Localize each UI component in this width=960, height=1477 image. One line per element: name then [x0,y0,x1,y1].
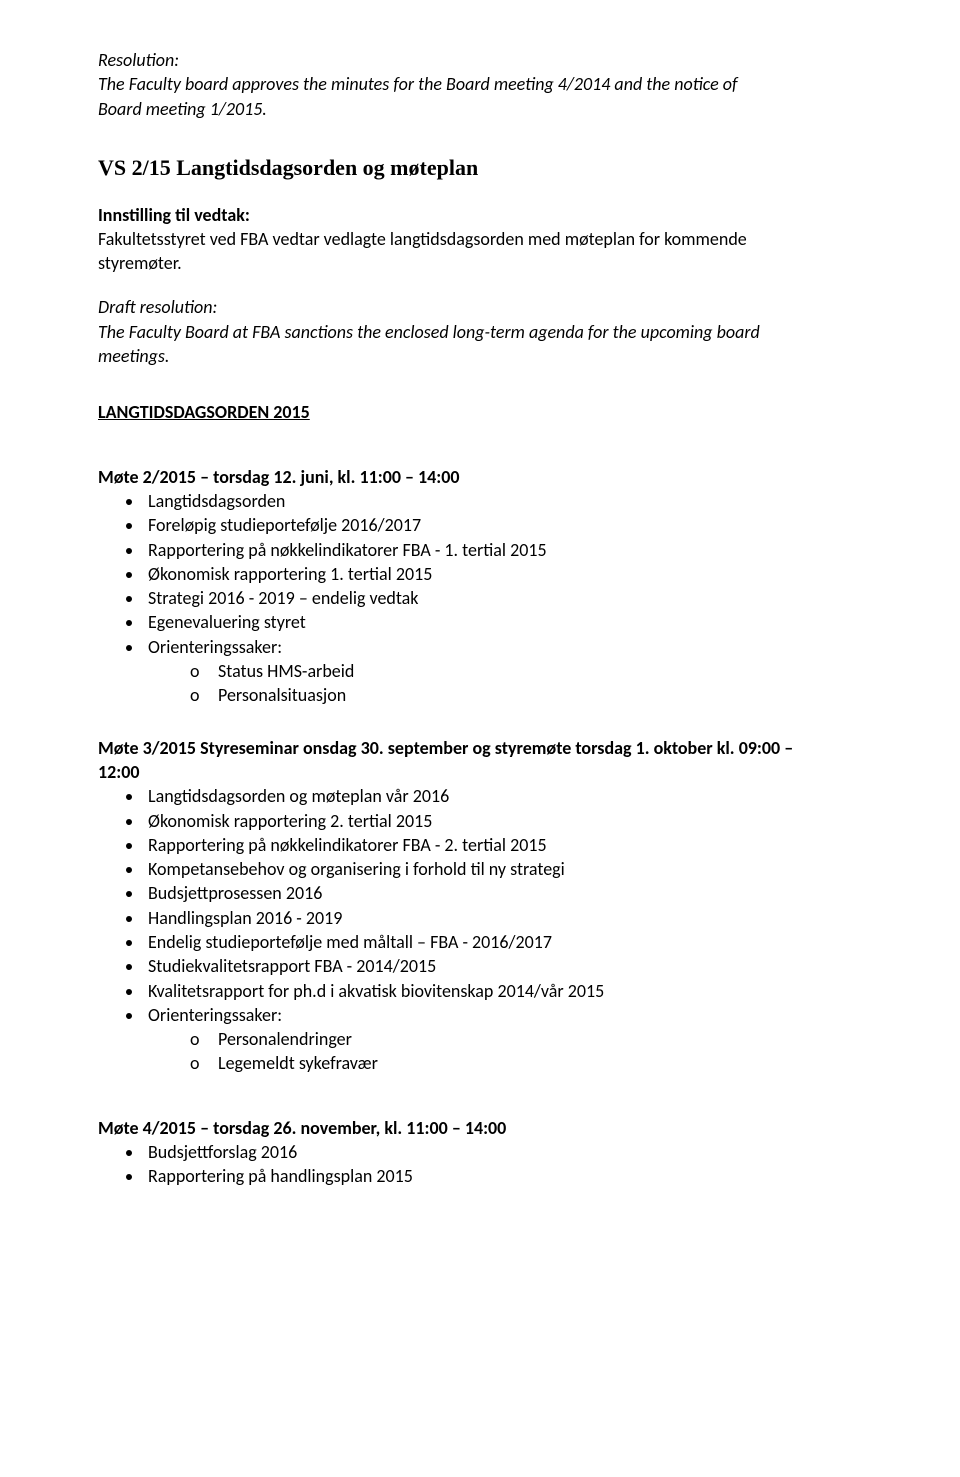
list-item: Kvalitetsrapport for ph.d i akvatisk bio… [144,979,862,1003]
meeting-3-heading-l2: 12:00 [98,760,862,784]
draft-heading: Draft resolution: [98,295,862,319]
draft-resolution-block: Draft resolution: The Faculty Board at F… [98,295,862,368]
list-item: Langtidsdagsorden og møteplan vår 2016 [144,784,862,808]
draft-line-2: meetings. [98,344,862,368]
circle-icon: o [190,1051,204,1075]
list-item: Økonomisk rapportering 2. tertial 2015 [144,809,862,833]
list-item: oPersonalendringer [190,1027,862,1051]
list-item: Rapportering på handlingsplan 2015 [144,1164,862,1188]
draft-line-1: The Faculty Board at FBA sanctions the e… [98,320,862,344]
meeting-2-sublist: oStatus HMS-arbeid oPersonalsituasjon [148,659,862,708]
list-item: Økonomisk rapportering 1. tertial 2015 [144,562,862,586]
innstilling-heading: Innstilling til vedtak: [98,203,862,227]
list-item: Foreløpig studieportefølje 2016/2017 [144,513,862,537]
list-item: oPersonalsituasjon [190,683,862,707]
innstilling-block: Innstilling til vedtak: Fakultetsstyret … [98,203,862,276]
agenda-title: LANGTIDSDAGSORDEN 2015 [98,400,862,424]
circle-icon: o [190,659,204,683]
list-item: Egenevaluering styret [144,610,862,634]
list-item: Kompetansebehov og organisering i forhol… [144,857,862,881]
list-item: Langtidsdagsorden [144,489,862,513]
resolution-line-2: Board meeting 1/2015. [98,97,862,121]
list-item: Rapportering på nøkkelindikatorer FBA - … [144,833,862,857]
list-item: oStatus HMS-arbeid [190,659,862,683]
meeting-3-list: Langtidsdagsorden og møteplan vår 2016 Ø… [98,784,862,1076]
meeting-2-list: Langtidsdagsorden Foreløpig studieportef… [98,489,862,708]
innstilling-line-2: styremøter. [98,251,862,275]
list-item: Budsjettforslag 2016 [144,1140,862,1164]
resolution-heading: Resolution: [98,48,862,72]
vs-title: VS 2/15 Langtidsdagsorden og møteplan [98,153,862,183]
circle-icon: o [190,683,204,707]
list-item: Studiekvalitetsrapport FBA - 2014/2015 [144,954,862,978]
resolution-line-1: The Faculty board approves the minutes f… [98,72,862,96]
meeting-3-sublist: oPersonalendringer oLegemeldt sykefravær [148,1027,862,1076]
list-item: Endelig studieportefølje med måltall – F… [144,930,862,954]
list-item: Strategi 2016 - 2019 – endelig vedtak [144,586,862,610]
list-item: oLegemeldt sykefravær [190,1051,862,1075]
list-item: Rapportering på nøkkelindikatorer FBA - … [144,538,862,562]
meeting-4-list: Budsjettforslag 2016 Rapportering på han… [98,1140,862,1189]
circle-icon: o [190,1027,204,1051]
list-item: Handlingsplan 2016 - 2019 [144,906,862,930]
list-item: Orienteringssaker: oStatus HMS-arbeid oP… [144,635,862,708]
list-item: Orienteringssaker: oPersonalendringer oL… [144,1003,862,1076]
innstilling-line-1: Fakultetsstyret ved FBA vedtar vedlagte … [98,227,862,251]
meeting-2-heading: Møte 2/2015 – torsdag 12. juni, kl. 11:0… [98,465,862,489]
list-item: Budsjettprosessen 2016 [144,881,862,905]
resolution-block: Resolution: The Faculty board approves t… [98,48,862,121]
meeting-3-heading-l1: Møte 3/2015 Styreseminar onsdag 30. sept… [98,736,862,760]
meeting-4-heading: Møte 4/2015 – torsdag 26. november, kl. … [98,1116,862,1140]
